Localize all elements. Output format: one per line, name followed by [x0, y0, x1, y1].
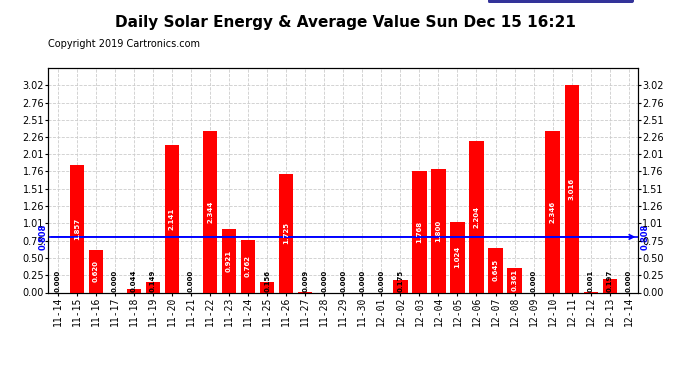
Text: 0.762: 0.762 [245, 255, 251, 277]
Text: 0.175: 0.175 [397, 270, 404, 292]
Text: Copyright 2019 Cartronics.com: Copyright 2019 Cartronics.com [48, 39, 200, 50]
Bar [165, 145, 179, 292]
Bar [469, 141, 484, 292]
Text: 0.156: 0.156 [264, 270, 270, 292]
Text: 3.016: 3.016 [569, 178, 575, 200]
Text: 1.725: 1.725 [283, 222, 289, 244]
Text: 1.800: 1.800 [435, 219, 442, 242]
Text: 2.344: 2.344 [207, 201, 213, 223]
Bar [203, 131, 217, 292]
Bar [564, 85, 579, 292]
Bar [546, 131, 560, 292]
Text: 0.000: 0.000 [626, 270, 632, 292]
Bar [412, 171, 426, 292]
Text: 0.009: 0.009 [302, 270, 308, 292]
Text: 2.204: 2.204 [473, 206, 480, 228]
Bar [451, 222, 464, 292]
Text: 0.000: 0.000 [340, 270, 346, 292]
Text: 2.346: 2.346 [550, 201, 555, 223]
Bar [431, 169, 446, 292]
Text: 0.000: 0.000 [188, 270, 194, 292]
Text: 0.645: 0.645 [493, 259, 498, 281]
Bar [70, 165, 84, 292]
Text: 0.000: 0.000 [55, 270, 61, 292]
Legend: Average  ($), Daily   ($): Average ($), Daily ($) [488, 0, 633, 3]
Text: 0.000: 0.000 [359, 270, 365, 292]
Text: 0.149: 0.149 [150, 270, 156, 292]
Bar [222, 229, 236, 292]
Bar [146, 282, 160, 292]
Text: 0.921: 0.921 [226, 250, 232, 272]
Bar [489, 248, 502, 292]
Text: 0.000: 0.000 [322, 270, 327, 292]
Text: 0.361: 0.361 [511, 269, 518, 291]
Bar [241, 240, 255, 292]
Text: 0.000: 0.000 [112, 270, 118, 292]
Text: 0.000: 0.000 [378, 270, 384, 292]
Bar [507, 268, 522, 292]
Text: 0.808: 0.808 [39, 224, 48, 250]
Text: 1.768: 1.768 [416, 220, 422, 243]
Text: 0.197: 0.197 [607, 270, 613, 292]
Bar [260, 282, 275, 292]
Text: 1.024: 1.024 [455, 246, 460, 268]
Text: Daily Solar Energy & Average Value Sun Dec 15 16:21: Daily Solar Energy & Average Value Sun D… [115, 15, 575, 30]
Text: 0.044: 0.044 [131, 270, 137, 292]
Text: 1.857: 1.857 [74, 217, 80, 240]
Text: 2.141: 2.141 [169, 208, 175, 230]
Text: 0.808: 0.808 [640, 224, 649, 250]
Bar [602, 279, 617, 292]
Bar [89, 250, 103, 292]
Bar [393, 280, 408, 292]
Text: 0.000: 0.000 [531, 270, 537, 292]
Bar [127, 290, 141, 292]
Text: 0.620: 0.620 [93, 260, 99, 282]
Bar [279, 174, 293, 292]
Text: 0.001: 0.001 [588, 270, 593, 292]
